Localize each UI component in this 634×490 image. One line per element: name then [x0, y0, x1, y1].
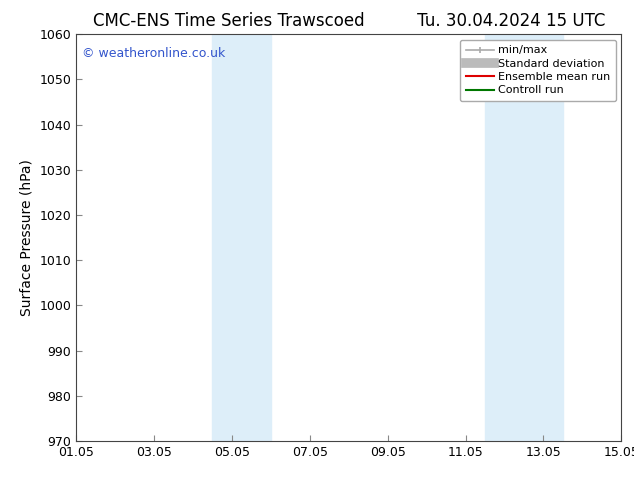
Title: CMC-ENS Time Series Trawscoed          Tu. 30.04.2024 15 UTC: CMC-ENS Time Series Trawscoed Tu. 30.04.… [93, 12, 605, 30]
Bar [212, 34, 271, 441]
Text: © weatheronline.co.uk: © weatheronline.co.uk [82, 47, 225, 59]
Bar [485, 34, 563, 441]
Legend: min/max, Standard deviation, Ensemble mean run, Controll run: min/max, Standard deviation, Ensemble me… [460, 40, 616, 101]
Y-axis label: Surface Pressure (hPa): Surface Pressure (hPa) [20, 159, 34, 316]
